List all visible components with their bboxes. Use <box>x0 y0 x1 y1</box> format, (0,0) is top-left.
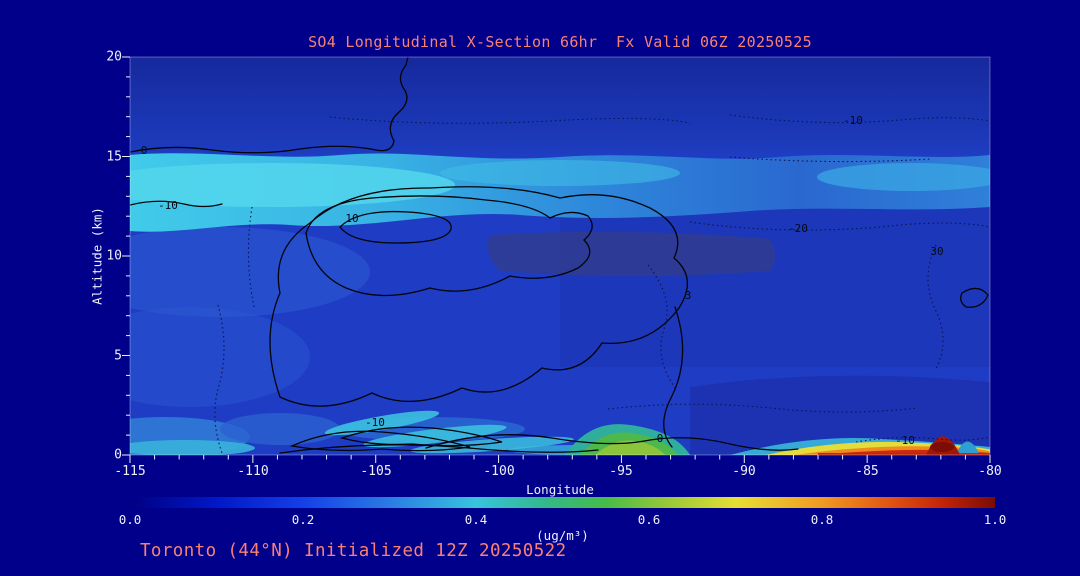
solid-contours <box>130 57 989 454</box>
plot-area: 0 -10 10 -10 0 -10 -10 -20 3 30 <box>130 57 990 455</box>
colorbar-tick-label: 0.4 <box>464 512 488 527</box>
colorbar-units-label: (ug/m³) <box>536 528 589 543</box>
chart-title: SO4 Longitudinal X-Section 66hr Fx Valid… <box>308 33 812 51</box>
colorbar-tick-label: 0.0 <box>118 512 142 527</box>
y-tick-label: 20 <box>106 49 122 65</box>
contour-label: -10 <box>365 416 385 429</box>
contour-label: -10 <box>895 434 915 447</box>
y-tick-label: 15 <box>106 149 122 164</box>
contour-label-group: 0 -10 10 -10 0 -10 -10 -20 3 30 <box>141 114 944 447</box>
contour-label: 0 <box>657 432 664 445</box>
dotted-contours <box>214 114 990 454</box>
x-tick-label: -85 <box>855 464 879 479</box>
colorbar-tick-label: 1.0 <box>983 512 1007 527</box>
so4-fill-layers <box>130 57 990 455</box>
x-tick-label: -115 <box>114 464 146 479</box>
colorbar <box>130 497 995 508</box>
surface-hotspots <box>730 436 990 455</box>
contour-label: 10 <box>345 212 358 225</box>
contour-field-svg: 0 -10 10 -10 0 -10 -10 -20 3 30 <box>130 57 990 455</box>
colorbar-gradient-svg <box>130 497 995 508</box>
x-tick-label: -105 <box>360 464 392 479</box>
colorbar-tick-label: 0.2 <box>291 512 315 527</box>
x-tick-label: -95 <box>609 464 633 479</box>
x-tick-label: -80 <box>978 464 1002 479</box>
y-tick-label: 5 <box>114 348 122 363</box>
contour-label: 30 <box>930 245 943 258</box>
x-axis-title: Longitude <box>526 482 594 497</box>
colorbar-tick-label: 0.6 <box>637 512 661 527</box>
contour-label: -10 <box>158 199 178 212</box>
y-tick-label: 0 <box>114 447 122 463</box>
x-tick-label: -100 <box>483 464 515 479</box>
y-tick-label: 10 <box>106 248 122 264</box>
colorbar-tick-label: 0.8 <box>810 512 834 527</box>
contour-label: 0 <box>141 144 148 157</box>
contour-label: -20 <box>788 222 808 235</box>
x-tick-label: -110 <box>237 464 269 479</box>
contour-label: 3 <box>685 289 692 302</box>
run-info: Toronto (44°N) Initialized 12Z 20250522 <box>140 541 567 561</box>
x-tick-label: -90 <box>732 464 756 479</box>
contour-label: -10 <box>843 114 863 127</box>
